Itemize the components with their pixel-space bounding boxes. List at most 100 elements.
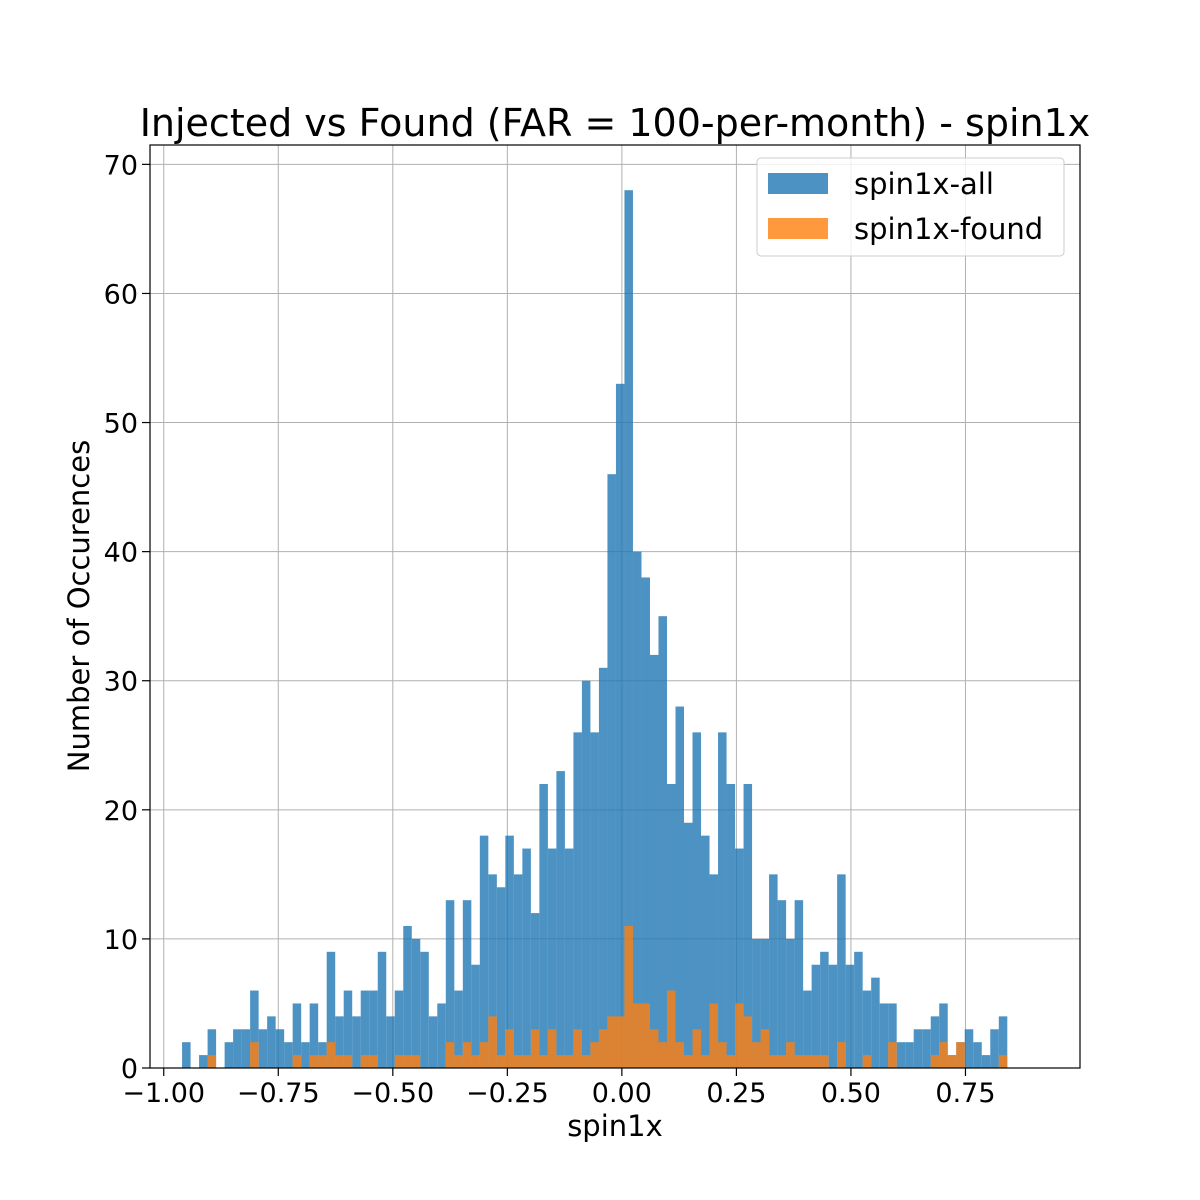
bar-all <box>649 654 659 1068</box>
x-tick-label: 0.50 <box>821 1078 881 1109</box>
bar-all <box>675 706 685 1068</box>
bar-found <box>488 1016 497 1068</box>
y-axis-label: Number of Occurences <box>62 440 96 772</box>
x-tick-label: −0.75 <box>237 1078 320 1109</box>
bar-found <box>624 926 633 1068</box>
bar-all <box>590 732 599 1068</box>
bar-found <box>335 1055 344 1068</box>
bar-found <box>318 1055 327 1068</box>
bar-all <box>862 990 872 1068</box>
bar-all <box>701 835 710 1068</box>
bar-all <box>879 1003 889 1068</box>
bar-found <box>649 1029 659 1068</box>
bar-found <box>777 1055 787 1068</box>
x-tick-label: 0.00 <box>592 1078 652 1109</box>
bar-all <box>292 1003 302 1068</box>
bar-found <box>547 1029 557 1068</box>
bar-all <box>335 1016 344 1068</box>
bar-all <box>564 848 574 1068</box>
bar-found <box>769 1055 778 1068</box>
y-tick-label: 10 <box>104 925 138 956</box>
bar-all <box>352 1016 361 1068</box>
bar-all <box>241 1029 251 1068</box>
legend-label-all: spin1x-all <box>854 167 994 201</box>
bar-found <box>471 1055 480 1068</box>
y-tick-label: 70 <box>104 150 138 181</box>
bar-found <box>598 1029 608 1068</box>
bar-found <box>947 1055 957 1068</box>
bar-all <box>224 1042 234 1068</box>
bar-all <box>777 900 787 1068</box>
bar-all <box>573 732 582 1068</box>
y-tick-label: 50 <box>104 409 138 440</box>
bar-found <box>454 1055 463 1068</box>
bar-all <box>803 990 812 1068</box>
plot-frame <box>149 144 1081 1069</box>
bar-all <box>454 990 463 1068</box>
y-tick-label: 30 <box>104 667 138 698</box>
bar-found <box>658 1042 667 1068</box>
bar-all <box>743 784 753 1068</box>
bar-found <box>462 1042 472 1068</box>
bar-all <box>539 784 548 1068</box>
bar-all <box>513 874 523 1068</box>
bar-found <box>564 1055 574 1068</box>
bar-all <box>786 938 795 1068</box>
bar-all <box>394 990 404 1068</box>
bar-found <box>522 1055 531 1068</box>
x-axis-label: spin1x <box>567 1109 663 1143</box>
bar-all <box>615 383 625 1068</box>
bar-all <box>479 835 489 1068</box>
bar-found <box>862 1055 872 1068</box>
bar-all <box>913 1029 923 1068</box>
x-tick-label: −1.00 <box>122 1078 205 1109</box>
bar-found <box>675 1042 685 1068</box>
x-tick-label: −0.25 <box>466 1078 549 1109</box>
y-tick-label: 40 <box>104 538 138 569</box>
bar-all <box>182 1042 191 1068</box>
bar-found <box>956 1042 965 1068</box>
bar-all <box>769 874 778 1068</box>
bar-all <box>811 964 821 1068</box>
bar-found <box>309 1055 319 1068</box>
bar-all <box>760 938 770 1068</box>
bar-found <box>837 1042 846 1068</box>
bar-found <box>752 1042 761 1068</box>
bar-found <box>666 990 676 1068</box>
bar-found <box>590 1042 599 1068</box>
bar-all <box>641 577 650 1068</box>
bar-all <box>930 1016 940 1068</box>
bar-all <box>284 1042 293 1068</box>
bar-all <box>632 551 642 1068</box>
bar-all <box>964 1029 974 1068</box>
bar-all <box>658 616 667 1068</box>
bar-all <box>530 913 540 1068</box>
bar-all <box>820 951 829 1068</box>
bar-all <box>343 990 353 1068</box>
bar-found <box>641 1003 650 1068</box>
bar-all <box>547 848 557 1068</box>
bar-all <box>922 1029 931 1068</box>
bar-found <box>803 1055 812 1068</box>
bar-found <box>369 1055 378 1068</box>
bar-all <box>581 680 591 1068</box>
legend-box <box>756 157 1065 257</box>
bar-found <box>556 1055 565 1068</box>
bar-found <box>726 1055 736 1068</box>
bar-found <box>939 1042 948 1068</box>
bar-all <box>709 874 719 1068</box>
bar-all <box>267 1016 276 1068</box>
bar-all <box>471 964 480 1068</box>
bar-found <box>701 1055 710 1068</box>
bar-found <box>394 1055 404 1068</box>
legend-label-found: spin1x-found <box>854 212 1043 246</box>
bar-found <box>250 1042 259 1068</box>
bar-all <box>556 771 565 1068</box>
bar-all <box>624 190 633 1068</box>
bar-all <box>318 1042 327 1068</box>
bar-all <box>828 964 838 1068</box>
legend-swatch-found <box>768 218 828 239</box>
bar-all <box>369 990 378 1068</box>
bar-found <box>360 1055 370 1068</box>
